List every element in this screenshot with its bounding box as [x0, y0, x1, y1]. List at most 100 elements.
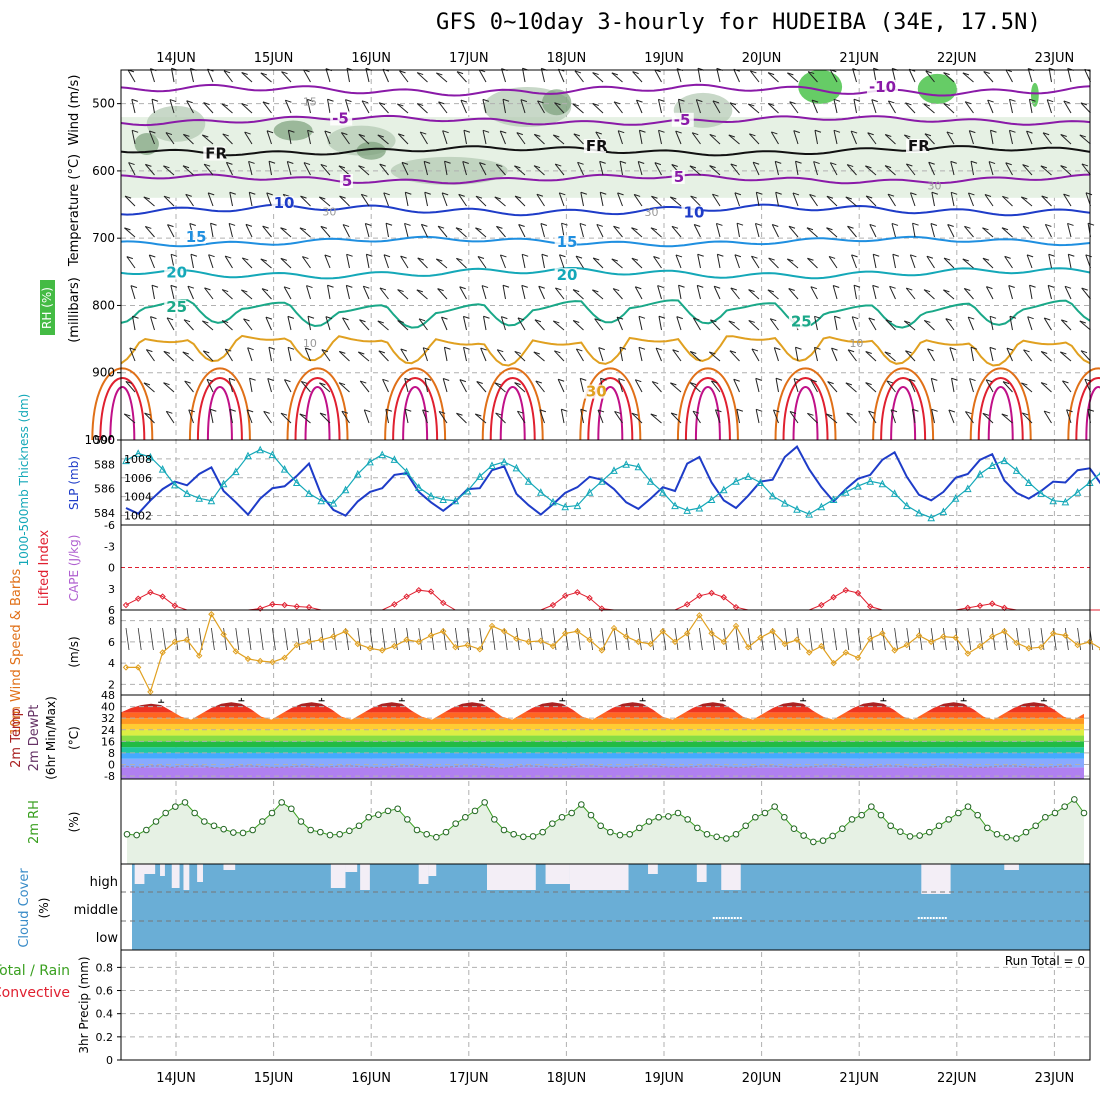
boundary-layer-contour [597, 386, 624, 441]
wind-barb-flag [1060, 165, 1067, 169]
bottom-date-label: 14JUN [156, 1071, 196, 1086]
wind-barb-flag [638, 161, 645, 165]
wind-barb-flag [968, 316, 975, 320]
wind-speed-marker [952, 634, 959, 641]
wind-barb [320, 226, 331, 238]
wind-barb [769, 318, 779, 331]
wind-barb-flag [132, 315, 139, 319]
rh-marker [694, 824, 701, 832]
temp-band [121, 735, 1084, 742]
wind-barb [338, 382, 350, 393]
wind-barb [1047, 285, 1052, 300]
rh-shade-mid [146, 105, 206, 142]
wind-barb [1043, 317, 1052, 331]
wind-barb [789, 101, 799, 114]
wind-barb [905, 163, 916, 176]
thickness-marker [1049, 496, 1058, 505]
wind-barb-flag [385, 408, 392, 412]
wind-barb-flag [675, 254, 683, 258]
cloud-gap [428, 864, 437, 876]
wind-barb [693, 224, 701, 238]
wind-barb-flag [638, 346, 646, 350]
wind-barb-flag [598, 347, 605, 351]
wind-barb [931, 192, 935, 207]
wind-barb-flag [561, 408, 568, 412]
wind-barb [908, 69, 916, 83]
wind-barb [728, 134, 740, 145]
wind-barb [207, 68, 214, 83]
wind-barb-flag [865, 351, 872, 354]
rh-shade-light [121, 117, 1090, 198]
wind-barb [754, 223, 760, 238]
wind-speed-marker [598, 647, 606, 654]
wind-barb-flag [793, 130, 800, 134]
wind-barb [1006, 347, 1013, 362]
wind-barb-flag [989, 346, 997, 350]
wind-barb [889, 286, 896, 300]
wind-barb [533, 351, 545, 362]
wind-barb-flag [930, 222, 938, 226]
wind-barb-flag [986, 379, 993, 383]
thickness-marker [707, 495, 716, 503]
rh-marker [665, 813, 672, 820]
wind-barb [190, 254, 194, 269]
thickness-marker [780, 499, 789, 507]
wind-barb [865, 165, 877, 176]
wind-barb [884, 165, 896, 176]
wind-barb-flag [617, 192, 624, 196]
wind-barb-flag [830, 162, 837, 166]
wind-barb-flag [613, 225, 620, 229]
wind-barb [1080, 350, 1091, 362]
wind-barb-flag [1021, 196, 1028, 200]
wind-barb-flag [962, 72, 970, 76]
wind-barb [318, 196, 331, 207]
wind-barb [287, 316, 292, 331]
axis-label-precip: 3hr Precip (mm) [77, 956, 91, 1053]
wind-barb [1079, 134, 1091, 145]
surface-wind-barb [418, 627, 423, 651]
rh-contour-label: 30 [644, 206, 658, 219]
rh-line [126, 798, 1085, 843]
wind-barb-flag [495, 412, 502, 416]
wind-barb-flag [537, 100, 544, 104]
wind-barb [307, 130, 311, 145]
wind-barb-flag [463, 346, 470, 350]
wind-barb [267, 378, 272, 393]
wind-barb [129, 347, 136, 362]
wind-barb-flag [1040, 382, 1048, 386]
wind-barb [475, 195, 487, 207]
wind-barb [341, 410, 350, 424]
wind-barb-flag [346, 284, 353, 288]
wind-barb [1080, 102, 1091, 114]
wind-barb [872, 285, 877, 300]
rh-marker [790, 825, 798, 833]
lifted-index-marker [683, 601, 691, 608]
lifted-index-marker [549, 601, 557, 609]
wind-barb-flag [441, 316, 448, 320]
wind-barb-flag [968, 192, 975, 196]
thickness-marker [658, 488, 667, 496]
rh-contour-label: 15 [303, 96, 317, 109]
wind-barb-flag [807, 257, 814, 261]
wind-barb [438, 411, 448, 424]
lifted-index-marker [147, 589, 154, 596]
wind-speed-line [126, 612, 1100, 694]
wind-barb [809, 194, 818, 207]
label-bg [164, 265, 187, 280]
wind-barb-flag [775, 377, 783, 381]
wind-barb [502, 99, 506, 114]
wind-barb [828, 256, 838, 269]
wind-speed-marker [976, 642, 984, 650]
wind-barb [714, 409, 721, 424]
wind-barb-flag [748, 319, 755, 323]
thickness-marker [122, 456, 130, 465]
wind-barb [924, 133, 935, 145]
wind-barb-flag [652, 381, 659, 385]
wind-barb [423, 161, 428, 176]
wind-barb [229, 192, 233, 207]
axis-label-cloud-units: (%) [37, 898, 51, 919]
wind-barb-flag [1060, 351, 1067, 355]
boundary-layer-contour [294, 377, 341, 441]
bottom-date-label: 17JUN [449, 1071, 489, 1086]
pressure-tick-label: 1000 [84, 433, 115, 447]
